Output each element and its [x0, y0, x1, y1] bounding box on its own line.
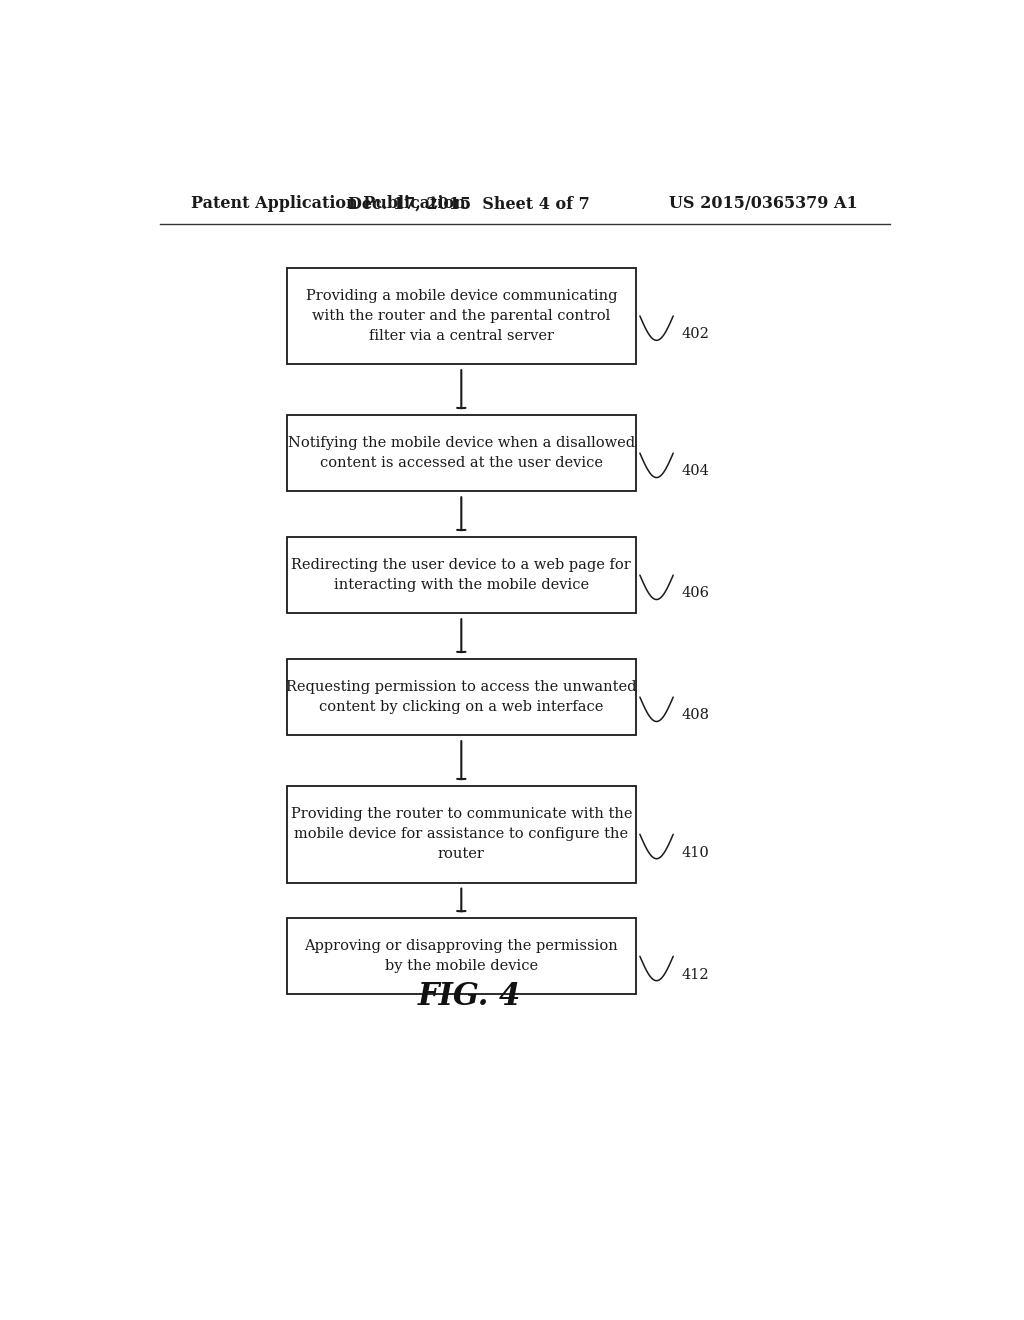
- FancyBboxPatch shape: [287, 785, 636, 883]
- FancyBboxPatch shape: [287, 919, 636, 994]
- Text: Providing the router to communicate with the
mobile device for assistance to con: Providing the router to communicate with…: [291, 808, 632, 862]
- Text: Patent Application Publication: Patent Application Publication: [191, 195, 466, 213]
- FancyBboxPatch shape: [287, 659, 636, 735]
- Text: 412: 412: [681, 968, 709, 982]
- Text: 404: 404: [681, 465, 709, 478]
- Text: 410: 410: [681, 846, 709, 859]
- FancyBboxPatch shape: [287, 268, 636, 364]
- Text: Providing a mobile device communicating
with the router and the parental control: Providing a mobile device communicating …: [305, 289, 617, 343]
- Text: Requesting permission to access the unwanted
content by clicking on a web interf: Requesting permission to access the unwa…: [286, 680, 637, 714]
- Text: Redirecting the user device to a web page for
interacting with the mobile device: Redirecting the user device to a web pag…: [292, 558, 631, 593]
- Text: Approving or disapproving the permission
by the mobile device: Approving or disapproving the permission…: [304, 940, 618, 973]
- Text: US 2015/0365379 A1: US 2015/0365379 A1: [670, 195, 858, 213]
- Text: 406: 406: [681, 586, 710, 601]
- Text: Notifying the mobile device when a disallowed
content is accessed at the user de: Notifying the mobile device when a disal…: [288, 436, 635, 470]
- Text: 402: 402: [681, 327, 709, 342]
- Text: FIG. 4: FIG. 4: [418, 982, 521, 1012]
- FancyBboxPatch shape: [287, 414, 636, 491]
- FancyBboxPatch shape: [287, 537, 636, 614]
- Text: Dec. 17, 2015  Sheet 4 of 7: Dec. 17, 2015 Sheet 4 of 7: [348, 195, 590, 213]
- Text: 408: 408: [681, 709, 710, 722]
